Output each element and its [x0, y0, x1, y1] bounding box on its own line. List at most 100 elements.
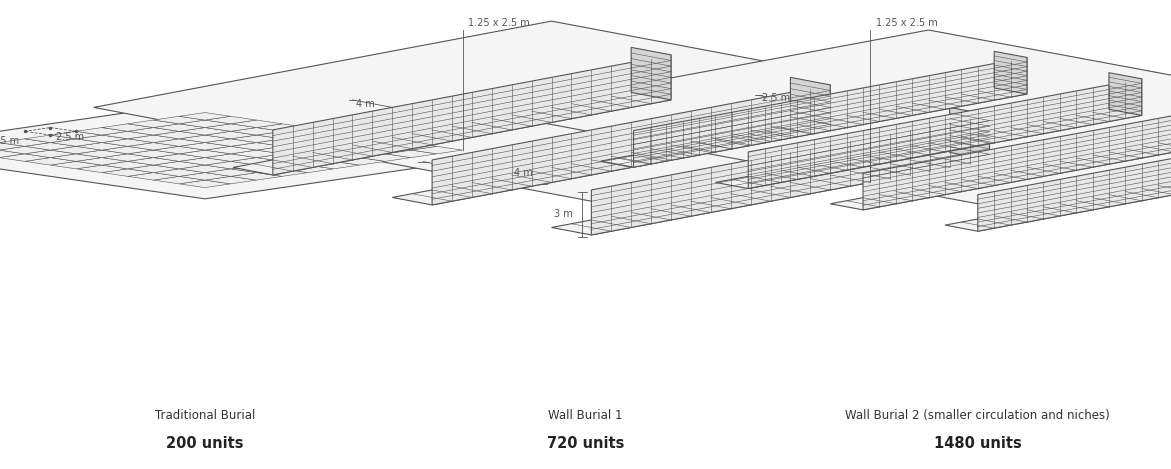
Polygon shape	[25, 150, 76, 158]
Polygon shape	[273, 55, 671, 175]
Polygon shape	[153, 139, 205, 146]
Polygon shape	[179, 113, 231, 120]
Polygon shape	[205, 124, 256, 131]
Polygon shape	[308, 161, 359, 169]
Text: 4 m: 4 m	[356, 98, 375, 109]
Polygon shape	[256, 131, 308, 139]
Polygon shape	[205, 169, 256, 176]
Text: 3 m: 3 m	[856, 156, 875, 166]
Polygon shape	[411, 146, 463, 154]
Polygon shape	[231, 158, 282, 165]
Polygon shape	[50, 131, 102, 139]
Polygon shape	[179, 135, 231, 143]
Polygon shape	[205, 154, 256, 161]
Text: Wall Burial 1: Wall Burial 1	[548, 408, 623, 422]
Polygon shape	[128, 120, 179, 128]
Polygon shape	[205, 161, 256, 169]
Polygon shape	[102, 139, 153, 146]
Polygon shape	[0, 143, 25, 150]
Polygon shape	[76, 150, 128, 158]
Polygon shape	[308, 131, 359, 139]
Polygon shape	[256, 169, 308, 176]
Polygon shape	[179, 158, 231, 165]
Text: 4 m: 4 m	[514, 168, 533, 178]
Polygon shape	[50, 146, 102, 154]
Polygon shape	[153, 176, 205, 184]
Polygon shape	[790, 77, 830, 130]
Text: Traditional Burial: Traditional Burial	[155, 408, 255, 422]
Polygon shape	[945, 152, 1171, 231]
Polygon shape	[50, 161, 102, 169]
Polygon shape	[153, 131, 205, 139]
Polygon shape	[102, 146, 153, 154]
Polygon shape	[128, 158, 179, 165]
Text: 3 m: 3 m	[554, 209, 573, 219]
Polygon shape	[94, 21, 1049, 201]
Polygon shape	[25, 135, 76, 143]
Polygon shape	[308, 139, 359, 146]
Polygon shape	[863, 100, 1171, 210]
Polygon shape	[601, 88, 1027, 167]
Polygon shape	[128, 135, 179, 143]
Polygon shape	[205, 139, 256, 146]
Polygon shape	[179, 120, 231, 128]
Polygon shape	[128, 128, 179, 135]
Polygon shape	[0, 101, 540, 199]
Polygon shape	[0, 146, 50, 154]
Polygon shape	[76, 135, 128, 143]
Polygon shape	[486, 30, 1171, 204]
Text: 1.25 x 2.5 m: 1.25 x 2.5 m	[468, 18, 530, 28]
Polygon shape	[102, 154, 153, 161]
Polygon shape	[76, 128, 128, 135]
Polygon shape	[231, 120, 282, 128]
Polygon shape	[153, 169, 205, 176]
Polygon shape	[179, 173, 231, 180]
Polygon shape	[179, 150, 231, 158]
Polygon shape	[50, 154, 102, 161]
Polygon shape	[256, 161, 308, 169]
Polygon shape	[25, 158, 76, 165]
Polygon shape	[334, 135, 385, 143]
Polygon shape	[978, 121, 1171, 231]
Polygon shape	[631, 47, 671, 100]
Polygon shape	[231, 128, 282, 135]
Polygon shape	[50, 139, 102, 146]
Polygon shape	[830, 130, 1171, 210]
Polygon shape	[256, 139, 308, 146]
Polygon shape	[282, 143, 334, 150]
Polygon shape	[282, 128, 334, 135]
Polygon shape	[231, 165, 282, 173]
Polygon shape	[76, 143, 128, 150]
Polygon shape	[102, 161, 153, 169]
Polygon shape	[282, 150, 334, 158]
Polygon shape	[153, 146, 205, 154]
Polygon shape	[231, 173, 282, 180]
Polygon shape	[0, 154, 50, 161]
Polygon shape	[359, 146, 411, 154]
Polygon shape	[153, 116, 205, 124]
Polygon shape	[76, 165, 128, 173]
Polygon shape	[25, 143, 76, 150]
Text: 2.5 m: 2.5 m	[56, 132, 84, 142]
Polygon shape	[385, 150, 437, 158]
Polygon shape	[591, 115, 989, 235]
Polygon shape	[334, 143, 385, 150]
Polygon shape	[334, 158, 385, 165]
Text: Wall Burial 2 (smaller circulation and niches): Wall Burial 2 (smaller circulation and n…	[845, 408, 1110, 422]
Polygon shape	[308, 146, 359, 154]
Polygon shape	[432, 85, 830, 205]
Polygon shape	[205, 131, 256, 139]
Polygon shape	[748, 79, 1142, 189]
Polygon shape	[282, 165, 334, 173]
Polygon shape	[552, 152, 989, 235]
Polygon shape	[128, 173, 179, 180]
Text: 200 units: 200 units	[166, 436, 244, 451]
Polygon shape	[308, 154, 359, 161]
Text: 2.5 m: 2.5 m	[761, 93, 789, 103]
Polygon shape	[179, 143, 231, 150]
Polygon shape	[0, 150, 25, 158]
Polygon shape	[282, 135, 334, 143]
Polygon shape	[1109, 73, 1142, 115]
Polygon shape	[102, 124, 153, 131]
Polygon shape	[233, 92, 671, 175]
